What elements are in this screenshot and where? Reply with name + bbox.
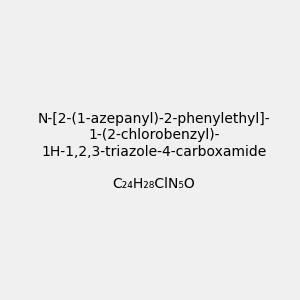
Text: N-[2-(1-azepanyl)-2-phenylethyl]-
1-(2-chlorobenzyl)-
1H-1,2,3-triazole-4-carbox: N-[2-(1-azepanyl)-2-phenylethyl]- 1-(2-c…: [38, 112, 270, 191]
